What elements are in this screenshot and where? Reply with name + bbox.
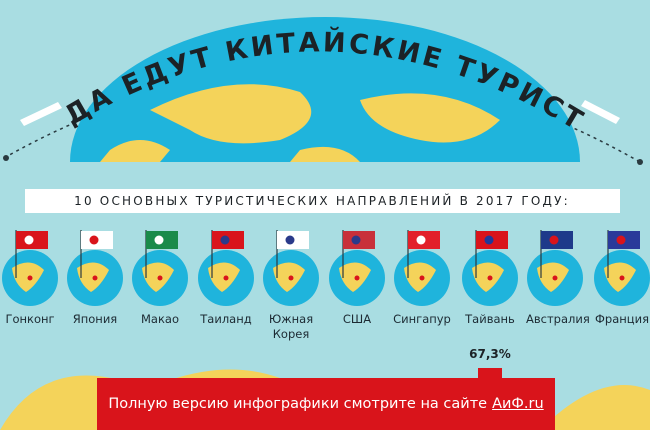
- destination-label: Австралия: [526, 312, 590, 326]
- flag-emblem: [154, 235, 164, 245]
- plane: [20, 102, 62, 126]
- subtitle: 10 ОСНОВНЫХ ТУРИСТИЧЕСКИХ НАПРАВЛЕНИЙ В …: [74, 193, 570, 208]
- site-link[interactable]: АиФ.ru: [492, 396, 544, 412]
- pin: [487, 275, 493, 281]
- pin: [288, 275, 294, 281]
- continents: [100, 84, 500, 162]
- flag-emblem: [351, 235, 361, 245]
- plane: [581, 100, 620, 124]
- flag-emblem: [416, 235, 426, 245]
- flag-emblem: [484, 235, 494, 245]
- destination-label: Япония: [72, 312, 118, 326]
- destination-label: США: [342, 312, 372, 326]
- destination-label: Южная Корея: [268, 312, 314, 341]
- pin: [354, 275, 360, 281]
- dot: [3, 155, 9, 161]
- flag-emblem: [549, 235, 559, 245]
- pin: [419, 275, 425, 281]
- bar-label: 67,3%: [469, 347, 511, 361]
- pin: [552, 275, 558, 281]
- flag-emblem: [220, 235, 230, 245]
- destination-label: Гонконг: [5, 312, 55, 326]
- subtitle-band: [25, 189, 620, 213]
- destination-label: Тайвань: [465, 312, 515, 326]
- flag-emblem: [89, 235, 99, 245]
- pin: [92, 275, 98, 281]
- pin: [157, 275, 163, 281]
- sand: [0, 369, 650, 430]
- dot: [637, 159, 643, 165]
- banner: Полную версию инфографики смотрите на са…: [97, 378, 555, 430]
- destination-label: Макао: [141, 312, 179, 326]
- globes: [2, 230, 650, 306]
- flag-emblem: [285, 235, 295, 245]
- pin: [27, 275, 33, 281]
- spacer: [0, 178, 650, 179]
- flag-emblem: [24, 235, 34, 245]
- destination-label: Таиланд: [200, 312, 252, 326]
- banner-text: Полную версию инфографики смотрите на са…: [108, 396, 488, 412]
- destination-label: Сингапур: [393, 312, 451, 326]
- pin: [619, 275, 625, 281]
- flag-emblem: [616, 235, 626, 245]
- pin: [223, 275, 229, 281]
- destination-label: Франция: [595, 312, 649, 326]
